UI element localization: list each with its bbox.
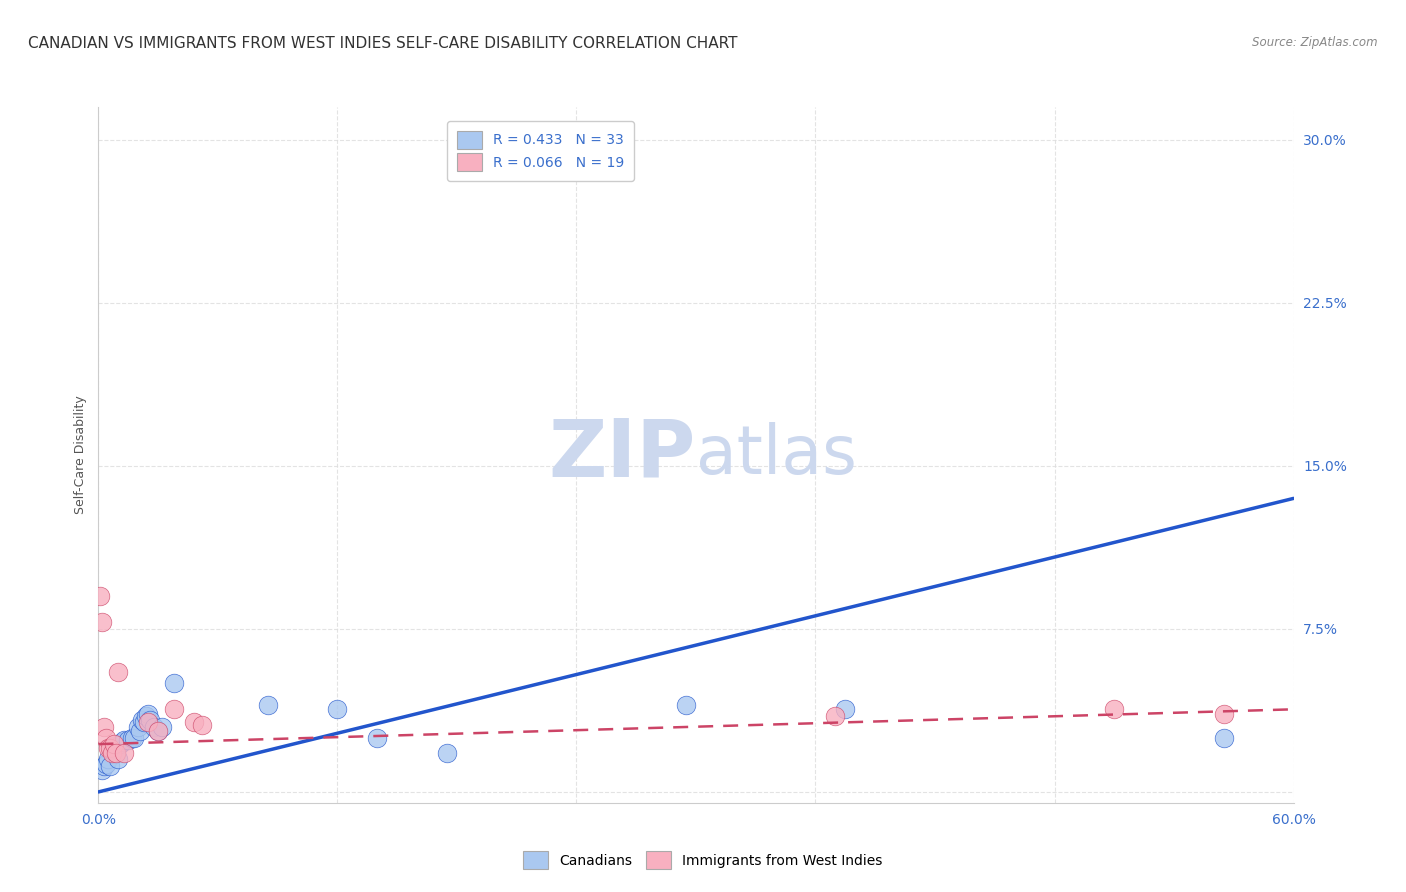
Point [148,724,170,739]
Point [127,720,149,734]
Point [93,759,115,773]
Point [101,741,124,756]
Point [124,731,146,745]
Point [834,702,856,716]
Point [112,732,135,747]
Point [436,746,458,760]
Point [148,724,170,739]
Y-axis label: Self-Care Disability: Self-Care Disability [75,395,87,515]
Point [326,702,349,716]
Point [107,752,129,766]
Text: atlas: atlas [696,422,856,488]
Point [98,759,122,773]
Point [139,713,162,727]
Point [191,717,214,731]
Point [103,739,125,754]
Point [150,720,173,734]
Legend: Canadians, Immigrants from West Indies: Canadians, Immigrants from West Indies [516,845,890,876]
Point [117,732,139,747]
Point [135,708,157,723]
Point [96,731,118,745]
Legend: R = 0.433   N = 33, R = 0.066   N = 19: R = 0.433 N = 33, R = 0.066 N = 19 [447,121,634,181]
Point [110,737,132,751]
Point [256,698,278,712]
Point [1212,731,1234,745]
Point [121,731,143,745]
Point [136,715,159,730]
Text: Source: ZipAtlas.com: Source: ZipAtlas.com [1253,36,1378,49]
Point [91,615,114,630]
Text: CANADIAN VS IMMIGRANTS FROM WEST INDIES SELF-CARE DISABILITY CORRELATION CHART: CANADIAN VS IMMIGRANTS FROM WEST INDIES … [28,36,738,51]
Point [675,698,697,712]
Point [91,763,114,777]
Point [96,756,118,771]
Point [366,731,388,745]
Point [103,737,125,751]
Point [1104,702,1126,716]
Point [131,713,153,727]
Point [101,746,124,760]
Text: ZIP: ZIP [548,416,696,494]
Point [129,724,152,739]
Point [97,752,120,766]
Point [105,746,128,760]
Point [89,589,111,603]
Point [824,708,846,723]
Point [143,720,166,734]
Point [98,741,122,756]
Point [136,706,159,721]
Point [93,720,115,734]
Point [111,735,134,749]
Point [107,665,129,680]
Point [134,715,156,730]
Point [97,741,120,756]
Point [1212,706,1234,721]
Point [183,715,205,730]
Point [163,676,186,690]
Point [163,702,186,716]
Point [105,746,128,760]
Point [112,746,135,760]
